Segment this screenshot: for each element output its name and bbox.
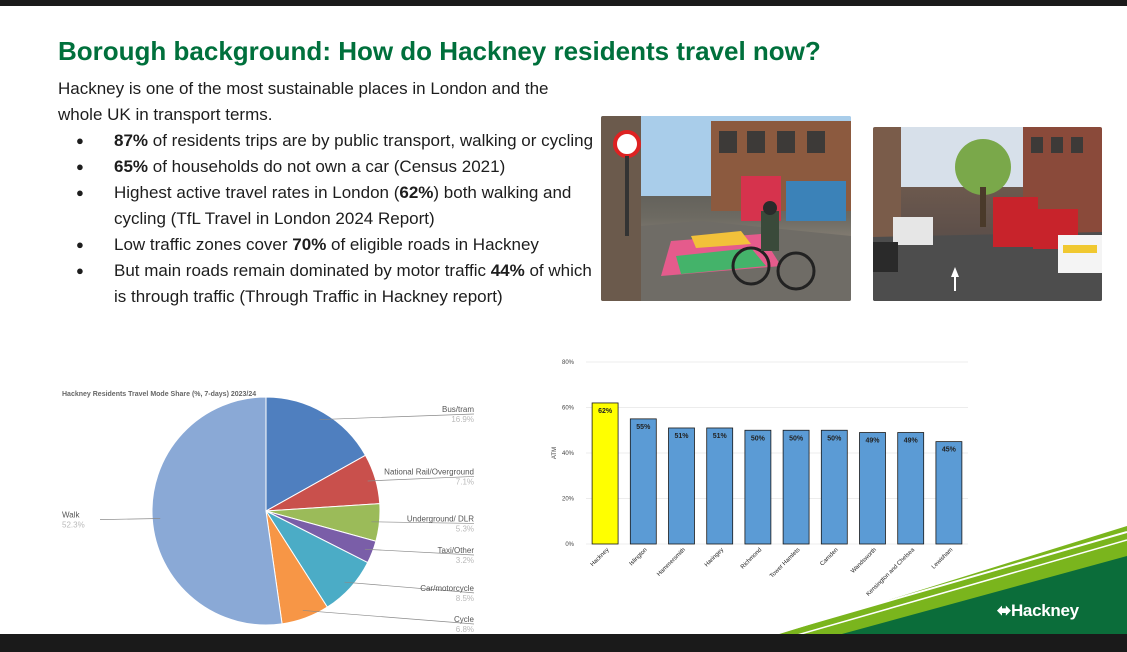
bar-y-tick-label: 20% — [562, 497, 575, 503]
pie-leader-line — [364, 548, 475, 556]
bar-lewisham — [935, 441, 963, 545]
bar-y-tick-label: 80% — [562, 360, 575, 366]
bar-category-label: Haringey — [704, 547, 725, 568]
pie-category-label: Cycle — [454, 615, 475, 624]
presentation-slide: Borough background: How do Hackney resid… — [0, 6, 1127, 634]
bullet-list: 87% of residents trips are by public tra… — [76, 128, 596, 310]
pie-leader-line — [344, 581, 475, 594]
hackney-logo: ⬌Hackney — [997, 601, 1079, 620]
slide-title: Borough background: How do Hackney resid… — [58, 36, 821, 66]
bar-value-label: 45% — [942, 447, 957, 454]
bar-value-label: 51% — [713, 433, 728, 440]
bar-value-label: 50% — [827, 435, 842, 442]
pie-leader-line — [371, 521, 475, 524]
bar-value-label: 55% — [636, 424, 651, 431]
pie-value-label: 52.3% — [62, 521, 85, 530]
bar-y-tick-label: 60% — [562, 406, 575, 412]
bar-value-label: 50% — [789, 435, 804, 442]
pie-value-label: 7.1% — [456, 477, 474, 486]
pie-slice-bus-tram — [265, 396, 367, 512]
pie-category-label: Car/motorcycle — [420, 584, 474, 593]
main-road-traffic-photo — [873, 127, 1102, 301]
pie-category-label: Underground/ DLR — [407, 514, 474, 523]
pie-leader-line — [302, 610, 475, 625]
pie-category-label: Walk — [62, 511, 80, 520]
pie-slice-walk — [151, 396, 283, 626]
bar-y-axis-label: ATM — [552, 447, 558, 459]
pie-leader-line — [319, 413, 475, 420]
bullet-item: 87% of residents trips are by public tra… — [76, 128, 596, 154]
bar-category-label: Hackney — [590, 547, 611, 568]
pie-value-label: 3.2% — [456, 556, 474, 565]
bar-y-tick-label: 40% — [562, 451, 575, 457]
pie-category-label: Taxi/Other — [438, 546, 475, 555]
slide-intro: Hackney is one of the most sustainable p… — [58, 79, 549, 124]
bar-value-label: 62% — [598, 408, 613, 415]
bar-value-label: 49% — [865, 438, 880, 445]
pie-category-label: National Rail/Overground — [384, 467, 474, 476]
pie-chart-title: Hackney Residents Travel Mode Share (%, … — [62, 391, 256, 398]
pie-value-label: 6.8% — [456, 625, 474, 634]
active-travel-bar-chart: 0% 20% 40% 60% 80% ATM 62% Hackney 55% Islington… — [548, 350, 978, 634]
bar-tower-hamlets — [782, 429, 810, 545]
pie-leader-line — [99, 518, 161, 520]
bar-islington — [629, 418, 657, 545]
bar-richmond — [744, 429, 772, 545]
bar-hammersmith — [668, 427, 695, 545]
bar-wandsworth — [859, 432, 886, 545]
bar-category-label: Islington — [629, 547, 649, 567]
bar-value-label: 50% — [751, 435, 766, 442]
pie-leader-line — [367, 476, 475, 482]
bar-value-label: 49% — [904, 438, 919, 445]
street-cyclists-photo — [601, 116, 851, 301]
bar-y-tick-label: 0% — [565, 542, 574, 548]
bar-kensington-and-chelsea — [897, 432, 925, 545]
pie-value-label: 16.9% — [451, 415, 474, 424]
pie-category-label: Bus/tram — [442, 405, 474, 414]
hackney-swoosh-decoration — [770, 526, 1127, 634]
bullet-item: Low traffic zones cover 70% of eligible … — [76, 232, 596, 258]
bullet-item: Highest active travel rates in London (6… — [76, 180, 596, 232]
bar-camden — [820, 429, 848, 545]
bullet-item: 65% of households do not own a car (Cens… — [76, 154, 596, 180]
bar-value-label: 51% — [674, 433, 689, 440]
pie-value-label: 5.3% — [456, 524, 474, 533]
bar-category-label: Hammersmith — [656, 547, 687, 578]
bar-haringey — [706, 427, 734, 545]
travel-mode-pie-chart: Hackney Residents Travel Mode Share (%, … — [56, 384, 496, 634]
bar-hackney — [591, 402, 619, 545]
window-top-bar — [0, 0, 1127, 6]
bullet-item: But main roads remain dominated by motor… — [76, 258, 596, 310]
window-bottom-bar — [0, 634, 1127, 652]
pie-value-label: 8.5% — [456, 594, 474, 603]
